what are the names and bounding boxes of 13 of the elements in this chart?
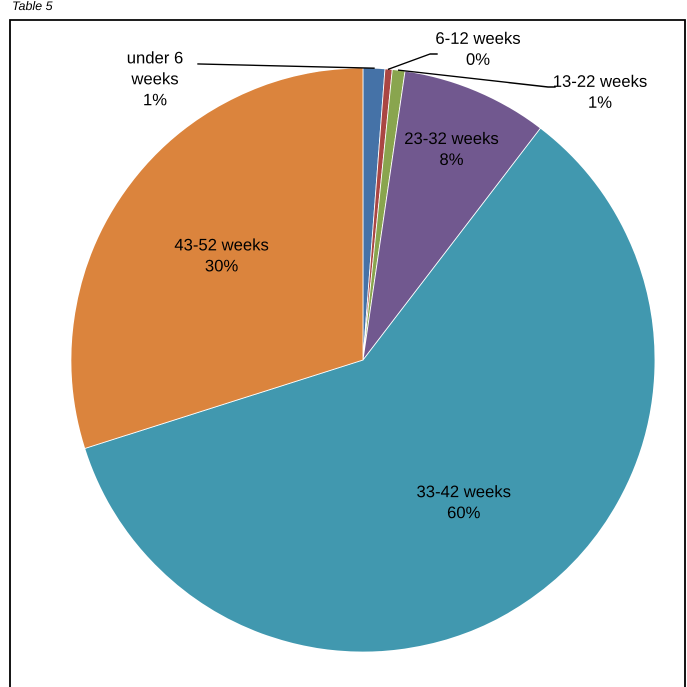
slice-label: 13-22 weeks	[554, 74, 647, 87]
data-label: 30%	[206, 260, 238, 272]
data-label: 8%	[440, 153, 463, 166]
slice-label: 33-42 weeks	[417, 485, 510, 498]
slice-label: 6-12 weeks	[436, 32, 520, 44]
slice-label: 43-52 weeks	[174, 238, 268, 251]
data-label: 1%	[144, 94, 166, 106]
data-label: 60%	[448, 506, 480, 518]
slice-label: under 6 weeks	[128, 51, 183, 84]
data-label: 0%	[466, 53, 490, 65]
slice-label: 23-32 weeks	[405, 132, 498, 144]
data-label: 1%	[589, 96, 612, 108]
chart-title: Table 5	[13, 1, 53, 10]
